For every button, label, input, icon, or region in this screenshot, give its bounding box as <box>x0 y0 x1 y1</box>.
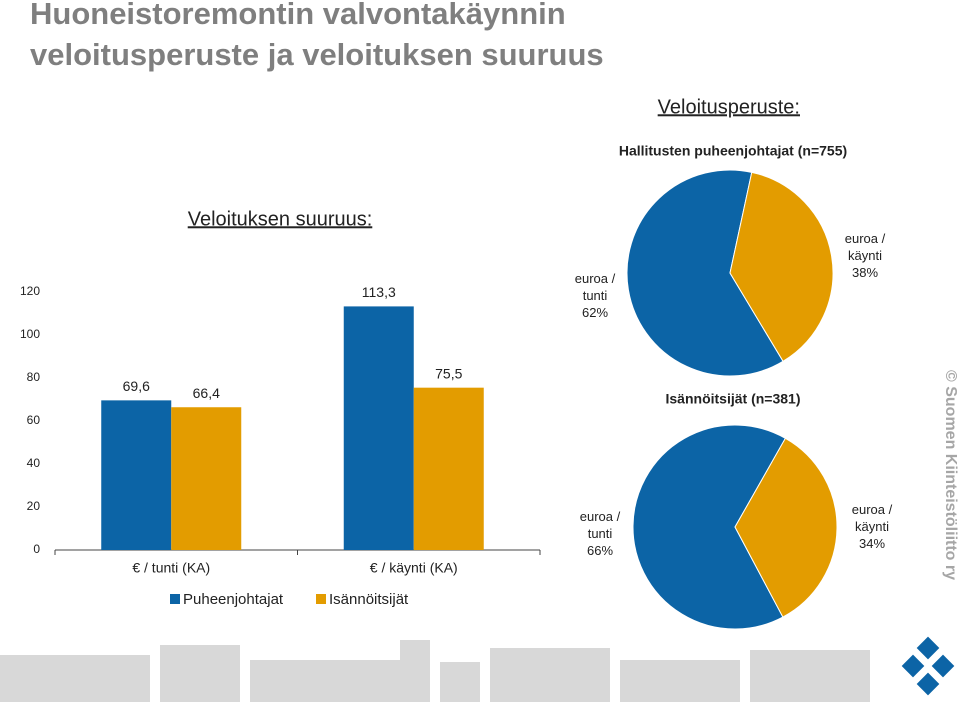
value-label: 75,5 <box>435 365 462 381</box>
bar <box>101 400 172 550</box>
slice-category: euroa / käynti <box>844 231 886 263</box>
chart-title: Veloituksen suuruus: <box>188 208 373 230</box>
pie-slice <box>729 171 834 362</box>
slice-value: 34% <box>858 536 886 551</box>
pie-heading: Veloitusperuste: <box>658 96 800 118</box>
x-tick-label: € / tunti (KA) <box>132 560 210 576</box>
slice-category: euroa / käynti <box>851 502 893 534</box>
legend-label: Isännöitsijät <box>329 591 409 608</box>
y-tick-label: 120 <box>20 284 40 298</box>
y-tick-label: 80 <box>27 370 41 384</box>
value-label: 113,3 <box>362 284 396 300</box>
slice-category: euroa / tunti <box>579 509 621 541</box>
bar <box>343 306 414 550</box>
pie-title: Isännöitsijät (n=381) <box>666 391 801 407</box>
slice-value: 62% <box>581 305 609 320</box>
y-tick-label: 100 <box>20 327 40 341</box>
slide-title: Huoneistoremontin valvontakäynnin <box>30 0 566 31</box>
y-tick-label: 40 <box>27 456 41 470</box>
slide-title: veloitusperuste ja veloituksen suuruus <box>30 37 604 72</box>
value-label: 66,4 <box>193 385 220 401</box>
value-label: 69,6 <box>123 378 150 394</box>
legend-swatch <box>316 594 326 604</box>
slice-label: euroa / käynti 34% <box>842 501 902 552</box>
y-tick-label: 20 <box>27 499 41 513</box>
legend-swatch <box>170 594 180 604</box>
y-tick-label: 0 <box>33 542 40 556</box>
x-tick-label: € / käynti (KA) <box>370 560 458 576</box>
pie-slice <box>734 437 838 618</box>
slice-category: euroa / tunti <box>574 271 616 303</box>
pie-slice <box>626 169 784 377</box>
bar <box>171 407 242 550</box>
slice-label: euroa / tunti 66% <box>570 508 630 559</box>
skyline-decoration <box>0 640 870 702</box>
logo <box>901 636 955 696</box>
slice-value: 66% <box>586 543 614 558</box>
slice-label: euroa / tunti 62% <box>565 270 625 321</box>
bar <box>413 387 484 550</box>
y-tick-label: 60 <box>27 413 41 427</box>
slice-label: euroa / käynti 38% <box>835 230 895 281</box>
pie-slice <box>632 424 787 630</box>
legend-label: Puheenjohtajat <box>183 591 284 608</box>
slice-value: 38% <box>851 265 879 280</box>
watermark: © Suomen Kiinteistöliitto ry <box>942 370 959 580</box>
pie-title: Hallitusten puheenjohtajat (n=755) <box>619 143 847 159</box>
